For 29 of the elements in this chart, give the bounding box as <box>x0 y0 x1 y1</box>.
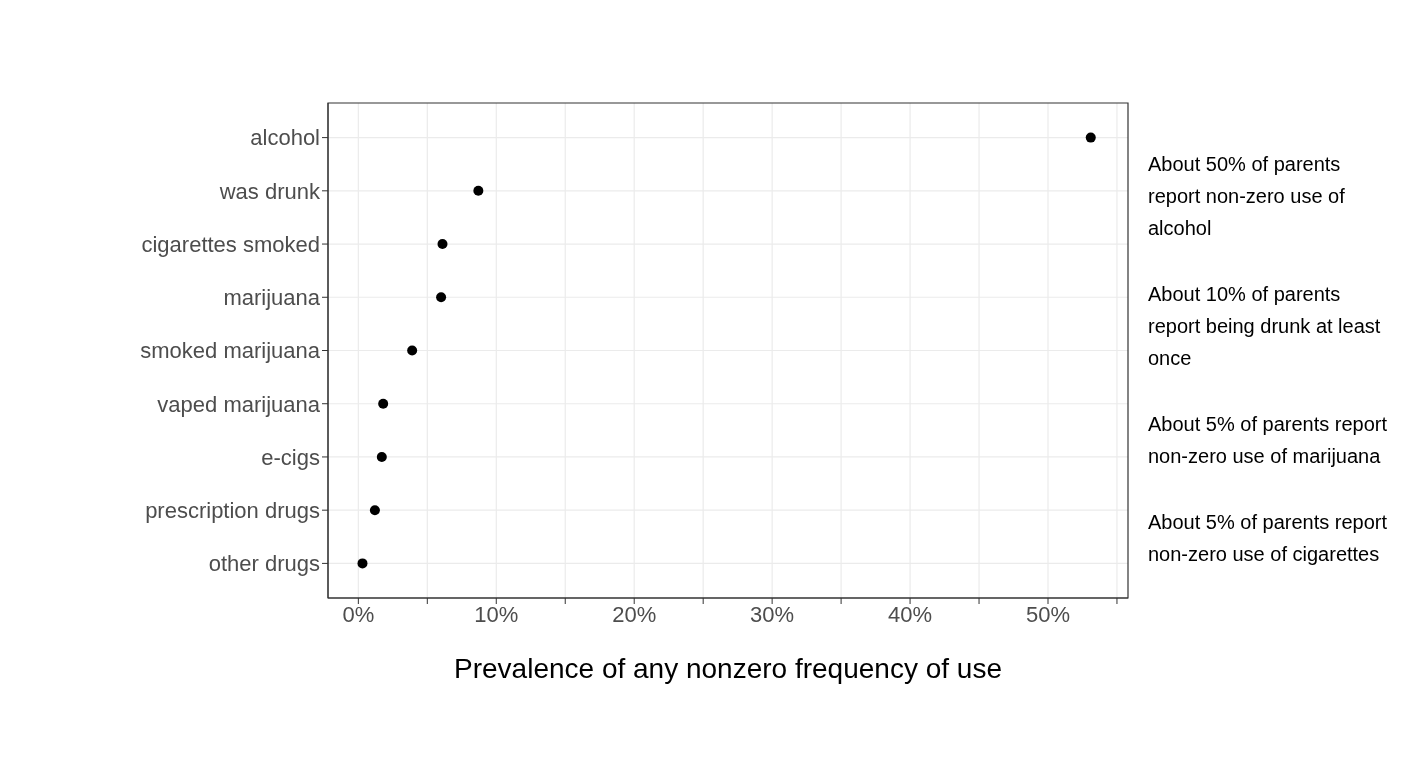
y-tick-label: was drunk <box>218 178 321 204</box>
y-tick-label: marijuana <box>223 285 321 311</box>
y-tick-label: cigarettes smoked <box>141 231 320 257</box>
y-tick-label: e-cigs <box>261 444 320 470</box>
point <box>436 292 447 303</box>
point <box>357 558 368 569</box>
x-tick-label: 40% <box>888 601 933 627</box>
x-tick-label: 20% <box>612 601 657 627</box>
text: About 5% of parents report non-zero use of cigarettes <box>1148 510 1389 567</box>
point <box>369 505 380 516</box>
point <box>378 398 389 409</box>
x-axis-title: Prevalence of any nonzero frequency of use <box>454 653 1002 684</box>
y-tick-label: smoked marijuana <box>140 338 321 364</box>
y-tick-label: alcohol <box>250 125 320 151</box>
x-tick-label: 30% <box>750 601 795 627</box>
y-tick-label: vaped marijuana <box>157 391 321 417</box>
point <box>376 451 387 462</box>
text: About 5% of parents report non-zero use of marijuana <box>1148 412 1389 469</box>
text: About 10% of parents report being drunk at least once <box>1148 282 1382 371</box>
x-tick-label: 0% <box>342 601 375 627</box>
point <box>473 185 484 196</box>
point <box>1085 132 1096 143</box>
x-tick-label: 50% <box>1025 601 1071 627</box>
x-tick-label: 10% <box>474 601 519 627</box>
point <box>437 239 448 250</box>
point <box>407 345 418 356</box>
text: About 50% of parents report non-zero use of alcohol <box>1148 152 1346 241</box>
y-tick-label: prescription drugs <box>145 497 320 523</box>
y-tick-label: other drugs <box>208 551 320 577</box>
